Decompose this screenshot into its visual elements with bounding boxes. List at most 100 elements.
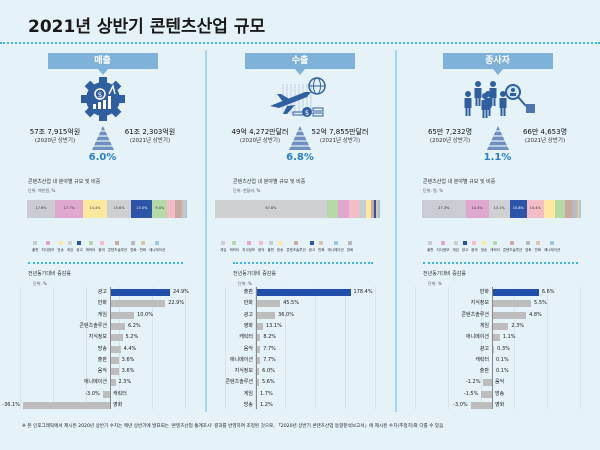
legend-item: 출판 — [427, 241, 433, 253]
bar-광고 — [110, 289, 170, 296]
legend-item: 음악 — [258, 241, 264, 253]
curr-value: 52억 7,855만달러 (2021년 상반기) — [305, 128, 375, 146]
bar-value: 4.4% — [123, 345, 137, 352]
stack-unit: 단위: 명, % — [423, 188, 444, 193]
segment-지식정보 — [338, 200, 350, 218]
gridline — [514, 287, 515, 409]
section-divider — [28, 262, 183, 264]
bar-value: 6.6% — [541, 289, 555, 295]
segment-출판: 27.3% — [422, 200, 466, 218]
bar-출판 — [256, 289, 351, 296]
legend-swatch — [268, 241, 273, 245]
bar-value: 22.9% — [168, 300, 185, 307]
legend-label: 광고 — [308, 248, 316, 252]
pyramid-up-icon — [486, 126, 509, 154]
bar-value: -1.5% — [463, 390, 479, 397]
bar-만화 — [492, 289, 539, 296]
bar-만화 — [256, 300, 281, 308]
legend-item: 음악 — [98, 241, 105, 253]
legend-swatch — [68, 241, 73, 245]
bar-category: 음악 — [495, 379, 505, 386]
segment-광고 — [374, 200, 377, 218]
legend-swatch — [319, 241, 324, 245]
legend-item: 콘텐츠솔루션 — [108, 241, 127, 253]
legend-label: 캐릭터 — [490, 248, 500, 252]
column-divider — [205, 50, 207, 412]
bar-value: 45.5% — [283, 300, 299, 307]
curr-period: (2021년 상반기) — [524, 138, 566, 144]
gridline — [345, 287, 346, 409]
segment-value: 9.4% — [155, 206, 165, 210]
segment-방송 — [366, 200, 371, 218]
stack-title: 콘텐츠산업 내 분야별 규모 및 비중 — [233, 179, 306, 185]
bar-애니메이션 — [110, 379, 116, 387]
legend-label: 지식정보 — [436, 248, 450, 252]
legend-item: 영화 — [347, 241, 353, 253]
bar-value: 0.1% — [496, 356, 509, 363]
bar-category: 게임 — [243, 390, 253, 397]
segment-애니메이션 — [185, 200, 187, 218]
bar-category: 만화 — [479, 289, 489, 295]
bar-value: 10.0% — [137, 311, 153, 318]
legend-label: 음악 — [471, 248, 478, 252]
legend-swatch — [510, 241, 515, 245]
legend-swatch — [333, 241, 338, 245]
stack-unit: 단위: 천달러, % — [233, 188, 261, 193]
legend-label: 만화 — [139, 248, 147, 252]
change-unit: 단위: % — [33, 281, 47, 286]
legend-label: 만화 — [318, 248, 325, 252]
legend-swatch — [278, 241, 283, 245]
legend-label: 콘텐츠솔루션 — [286, 248, 306, 252]
gridline — [415, 287, 416, 409]
legend-item: 방송 — [481, 241, 487, 253]
bar-애니메이션 — [492, 334, 500, 342]
legend-label: 방송 — [480, 248, 488, 252]
zero-axis — [492, 287, 493, 409]
segment-방송: 14.4% — [83, 200, 107, 218]
legend-item: 게임 — [220, 241, 226, 253]
bar-음악 — [483, 379, 492, 387]
gridline — [375, 287, 376, 409]
gridline — [20, 287, 21, 409]
change-title: 전년동기대비 증감률 — [28, 271, 71, 277]
page-title: 2021년 상반기 콘텐츠산업 규모 — [28, 17, 266, 37]
section-header-0: 매출 — [47, 53, 158, 75]
legend-swatch — [45, 241, 50, 245]
legend-label: 방송 — [57, 248, 64, 252]
legend-item: 지식정보 — [436, 241, 449, 253]
legend-label: 애니메이션 — [544, 248, 561, 252]
legend-item: 캐릭터 — [229, 241, 239, 253]
bar-value: -3.0% — [453, 402, 468, 408]
bar-category: 출판 — [97, 356, 107, 363]
segment-애니메이션 — [377, 200, 380, 218]
legend-label: 광고 — [76, 248, 83, 252]
legend-item: 캐릭터 — [490, 241, 500, 253]
legend-label: 애니메이션 — [149, 248, 166, 252]
segment-게임: 13.1% — [488, 200, 510, 218]
bar-category: 게임 — [479, 322, 489, 329]
segment-음악 — [349, 200, 359, 218]
legend-item: 영화 — [130, 241, 137, 253]
bar-category: 방송 — [495, 390, 505, 397]
legend-label: 출판 — [427, 248, 434, 252]
legend-item: 광고 — [462, 241, 468, 253]
bar-지식정보 — [492, 300, 532, 308]
legend-label: 애니메이션 — [327, 248, 344, 252]
stack-unit: 단위: 백만원, % — [28, 188, 56, 193]
segment-캐릭터 — [326, 200, 339, 218]
bar-value: 0.1% — [496, 368, 509, 375]
people-magnifier-icon — [458, 74, 538, 128]
legend-swatch — [309, 241, 314, 245]
bar-category: 콘텐츠솔루션 — [225, 379, 253, 386]
change-percent: 6.0% — [88, 152, 117, 163]
bar-value: 7.7% — [263, 356, 276, 363]
legend-item: 광고 — [309, 241, 315, 253]
segment-지식정보: 17.7% — [55, 200, 84, 218]
bar-category: 지식정보 — [470, 300, 489, 307]
prev-period: (2020년 상반기) — [429, 138, 471, 144]
legend-swatch — [294, 241, 299, 245]
change-percent: 1.1% — [483, 152, 512, 163]
legend-label: 콘텐츠솔루션 — [107, 248, 128, 252]
bar-category: 광고 — [97, 289, 107, 295]
bar-category: 광고 — [479, 345, 489, 352]
